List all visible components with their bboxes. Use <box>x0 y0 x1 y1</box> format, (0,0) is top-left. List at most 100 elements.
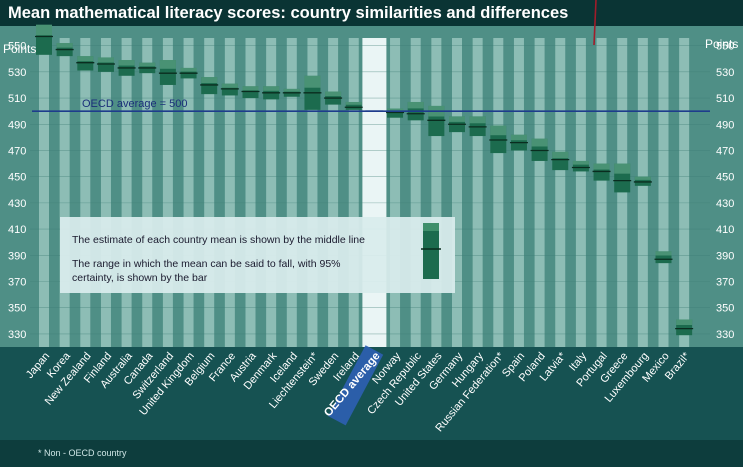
left-tick-label: 550 <box>8 41 26 53</box>
range-bar-highlight <box>242 86 259 91</box>
column-stripe <box>100 38 111 347</box>
right-tick-label: 330 <box>716 329 734 341</box>
pin-mark <box>593 0 597 46</box>
chart-title: Mean mathematical literacy scores: count… <box>8 4 568 22</box>
range-bar-highlight <box>407 101 424 109</box>
column-stripe <box>390 38 401 347</box>
range-bar-highlight <box>304 75 321 88</box>
column-stripe <box>224 38 235 347</box>
right-tick-labels: 330 350 370 390 410 430 450 470 490 510 530 550 <box>716 41 734 341</box>
range-bar-highlight <box>283 88 300 92</box>
column-stripe <box>266 38 277 347</box>
column-stripe <box>307 38 318 347</box>
right-tick-label: 510 <box>716 93 734 105</box>
range-bar-highlight <box>490 125 507 136</box>
range-bar <box>345 101 362 110</box>
range-bar-highlight <box>510 134 527 141</box>
column-stripe <box>472 38 483 347</box>
range-bar-highlight <box>593 163 610 170</box>
range-bars <box>35 24 694 336</box>
legend-box: The estimate of each country mean is sho… <box>60 217 455 293</box>
column-stripe <box>245 38 256 347</box>
column-stripe <box>59 38 70 347</box>
legend-line-2a: The range in which the mean can be said … <box>72 258 341 270</box>
left-tick-label: 330 <box>8 329 26 341</box>
range-bar-highlight <box>97 57 114 63</box>
right-tick-label: 430 <box>716 198 734 210</box>
range-bar <box>221 83 238 96</box>
range-bar-highlight <box>531 138 548 147</box>
range-bar <box>655 251 672 264</box>
column-stripe <box>658 38 669 347</box>
column-stripe <box>637 38 648 347</box>
column-stripe <box>410 38 421 347</box>
left-tick-label: 510 <box>8 93 26 105</box>
footer-band <box>0 440 743 467</box>
column-stripe <box>204 38 215 347</box>
column-stripe <box>513 38 524 347</box>
range-bar-highlight <box>180 67 197 72</box>
range-bar-highlight <box>221 83 238 88</box>
range-bar-highlight <box>634 176 651 180</box>
range-bar-highlight <box>325 91 342 97</box>
left-tick-labels: 330 350 370 390 410 430 450 470 490 510 530 550 <box>8 41 26 341</box>
oecd-label-highlight <box>328 345 384 426</box>
column-stripe <box>39 38 49 347</box>
column-stripe <box>286 38 297 347</box>
right-tick-label: 370 <box>716 276 734 288</box>
range-bar-highlight <box>469 116 486 124</box>
column-stripe <box>555 38 566 347</box>
right-tick-label: 550 <box>716 41 734 53</box>
range-bar-highlight <box>676 319 693 325</box>
column-stripe <box>348 38 359 347</box>
left-tick-label: 490 <box>8 119 26 131</box>
range-bar-highlight <box>552 151 569 159</box>
range-bar <box>572 160 589 172</box>
column-stripe <box>80 38 91 347</box>
range-bar-highlight <box>263 86 280 91</box>
column-stripe <box>534 38 545 347</box>
right-tick-label: 450 <box>716 172 734 184</box>
legend-line-1: The estimate of each country mean is sho… <box>72 234 365 246</box>
left-axis-unit: Points <box>3 42 36 56</box>
range-bar-highlight <box>655 251 672 256</box>
left-tick-label: 470 <box>8 145 26 157</box>
column-stripe <box>493 38 504 347</box>
title-bar <box>0 0 743 26</box>
range-bar-highlight <box>614 163 631 174</box>
range-bar <box>242 86 259 99</box>
range-bar-highlight <box>159 60 176 69</box>
range-bar-highlight <box>201 77 218 84</box>
legend-background <box>60 217 455 293</box>
right-axis-unit: Points <box>705 37 738 51</box>
column-stripe <box>362 38 387 347</box>
right-tick-label: 410 <box>716 224 734 236</box>
left-tick-label: 530 <box>8 67 26 79</box>
column-stripe <box>617 38 628 347</box>
column-stripe <box>121 38 132 347</box>
column-stripe <box>162 38 173 347</box>
column-stripe <box>183 38 194 347</box>
range-bar <box>634 176 651 186</box>
left-tick-label: 450 <box>8 172 26 184</box>
right-tick-label: 470 <box>716 145 734 157</box>
range-bar-highlight <box>345 101 362 105</box>
legend-sample-bar-top <box>423 223 439 231</box>
legend-sample-bar <box>423 223 439 279</box>
column-stripe <box>679 38 690 347</box>
range-bar-highlight <box>387 108 404 112</box>
range-bar-highlight <box>449 116 465 122</box>
range-bar-highlight <box>77 56 94 62</box>
column-stripe <box>596 38 607 347</box>
range-bar-highlight <box>36 24 52 36</box>
footnote: * Non - OECD country <box>38 448 127 458</box>
range-bar-highlight <box>56 43 73 48</box>
range-bar <box>387 108 404 118</box>
left-tick-label: 350 <box>8 303 26 315</box>
left-tick-label: 430 <box>8 198 26 210</box>
right-tick-label: 390 <box>716 250 734 262</box>
column-stripes <box>39 38 690 347</box>
right-tick-label: 490 <box>716 119 734 131</box>
